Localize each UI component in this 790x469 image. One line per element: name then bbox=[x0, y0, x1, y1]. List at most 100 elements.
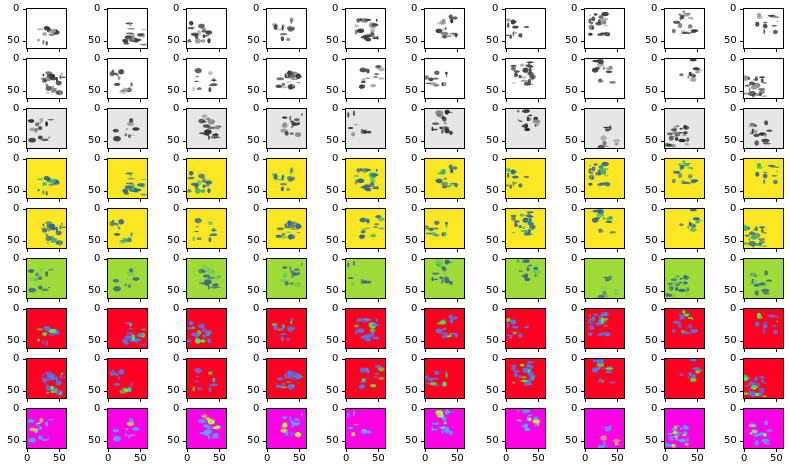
image-blob bbox=[525, 364, 532, 367]
y-tick-mark bbox=[421, 159, 424, 160]
image-blob bbox=[593, 163, 598, 166]
image-blob bbox=[441, 82, 444, 87]
image-blob bbox=[282, 266, 288, 269]
y-tick-label: 0 bbox=[332, 3, 339, 14]
y-tick-mark bbox=[502, 359, 505, 360]
image-blob bbox=[516, 119, 521, 121]
y-tick-label: 50 bbox=[405, 185, 418, 196]
x-tick-mark bbox=[219, 99, 220, 102]
x-tick-mark bbox=[425, 399, 426, 402]
image-blob bbox=[198, 323, 205, 329]
x-tick-mark bbox=[187, 49, 188, 52]
image-blob bbox=[287, 370, 292, 376]
image-blob bbox=[61, 222, 64, 226]
y-tick-mark bbox=[104, 159, 107, 160]
image-blob bbox=[683, 431, 688, 435]
x-tick-mark bbox=[585, 299, 586, 302]
y-tick-mark bbox=[502, 191, 505, 192]
image-blob bbox=[287, 27, 294, 32]
image-blob bbox=[120, 69, 123, 74]
image-blob bbox=[129, 23, 132, 27]
image-blob bbox=[61, 226, 66, 228]
image-blob bbox=[758, 88, 766, 91]
image-blob bbox=[605, 428, 610, 432]
image-blob bbox=[276, 178, 283, 181]
image-blob bbox=[687, 16, 693, 19]
y-tick-mark bbox=[104, 141, 107, 142]
image-blob bbox=[373, 376, 378, 378]
y-tick-label: 50 bbox=[7, 35, 20, 46]
image-blob bbox=[212, 276, 221, 280]
image-blob bbox=[592, 59, 601, 63]
image-content bbox=[280, 413, 303, 438]
image-blob bbox=[518, 270, 523, 272]
image-blob bbox=[194, 368, 202, 374]
image-blob bbox=[273, 174, 278, 180]
image-blob bbox=[368, 333, 375, 337]
image-blob bbox=[42, 339, 45, 345]
image-blob bbox=[679, 277, 683, 280]
image-blob bbox=[677, 322, 683, 329]
image-blob bbox=[695, 370, 700, 374]
image-cell bbox=[26, 108, 67, 149]
image-cell bbox=[26, 208, 67, 249]
x-tick-mark bbox=[585, 349, 586, 352]
image-blob bbox=[199, 432, 205, 435]
image-blob bbox=[600, 435, 607, 441]
image-blob bbox=[603, 325, 609, 327]
y-tick-mark bbox=[740, 91, 743, 92]
image-cell bbox=[664, 158, 705, 199]
image-blob bbox=[130, 232, 133, 237]
x-tick-mark bbox=[267, 99, 268, 102]
image-blob bbox=[445, 71, 448, 75]
y-tick-mark bbox=[104, 191, 107, 192]
image-blob bbox=[753, 133, 760, 137]
x-tick-mark bbox=[506, 249, 507, 252]
y-tick-mark bbox=[421, 309, 424, 310]
image-content bbox=[435, 314, 459, 339]
image-blob bbox=[39, 417, 44, 423]
y-tick-mark bbox=[740, 59, 743, 60]
y-tick-label: 50 bbox=[486, 185, 499, 196]
image-cell bbox=[266, 8, 307, 49]
image-blob bbox=[28, 137, 37, 143]
image-blob bbox=[198, 418, 206, 424]
image-blob bbox=[606, 70, 612, 73]
y-tick-mark bbox=[581, 41, 584, 42]
y-tick-mark bbox=[342, 441, 345, 442]
image-blob bbox=[518, 375, 522, 379]
image-blob bbox=[513, 70, 520, 73]
image-blob bbox=[679, 223, 684, 226]
y-tick-mark bbox=[342, 241, 345, 242]
image-blob bbox=[39, 267, 44, 273]
image-blob bbox=[48, 328, 57, 334]
image-blob bbox=[679, 73, 684, 76]
x-tick-mark bbox=[457, 249, 458, 252]
x-tick-mark bbox=[425, 249, 426, 252]
x-tick-mark bbox=[744, 99, 745, 102]
x-tick-mark bbox=[425, 99, 426, 102]
image-blob bbox=[510, 364, 517, 368]
image-blob bbox=[289, 265, 292, 271]
y-tick-label: 50 bbox=[565, 85, 578, 96]
image-blob bbox=[671, 328, 676, 334]
image-blob bbox=[748, 231, 755, 236]
image-blob bbox=[294, 118, 300, 122]
image-blob bbox=[776, 320, 779, 323]
x-tick-mark bbox=[697, 149, 698, 152]
image-blob bbox=[291, 271, 296, 277]
y-tick-label: 0 bbox=[332, 53, 339, 64]
image-blob bbox=[608, 125, 612, 131]
x-tick-mark bbox=[665, 349, 666, 352]
y-tick-mark bbox=[263, 309, 266, 310]
image-blob bbox=[526, 361, 534, 364]
y-tick-label: 0 bbox=[94, 53, 101, 64]
y-tick-label: 0 bbox=[730, 253, 737, 264]
image-blob bbox=[608, 275, 612, 281]
image-blob bbox=[613, 139, 621, 143]
image-blob bbox=[507, 22, 510, 28]
image-content bbox=[506, 168, 529, 189]
y-tick-mark bbox=[581, 91, 584, 92]
y-tick-mark bbox=[581, 341, 584, 342]
image-blob bbox=[759, 76, 765, 79]
